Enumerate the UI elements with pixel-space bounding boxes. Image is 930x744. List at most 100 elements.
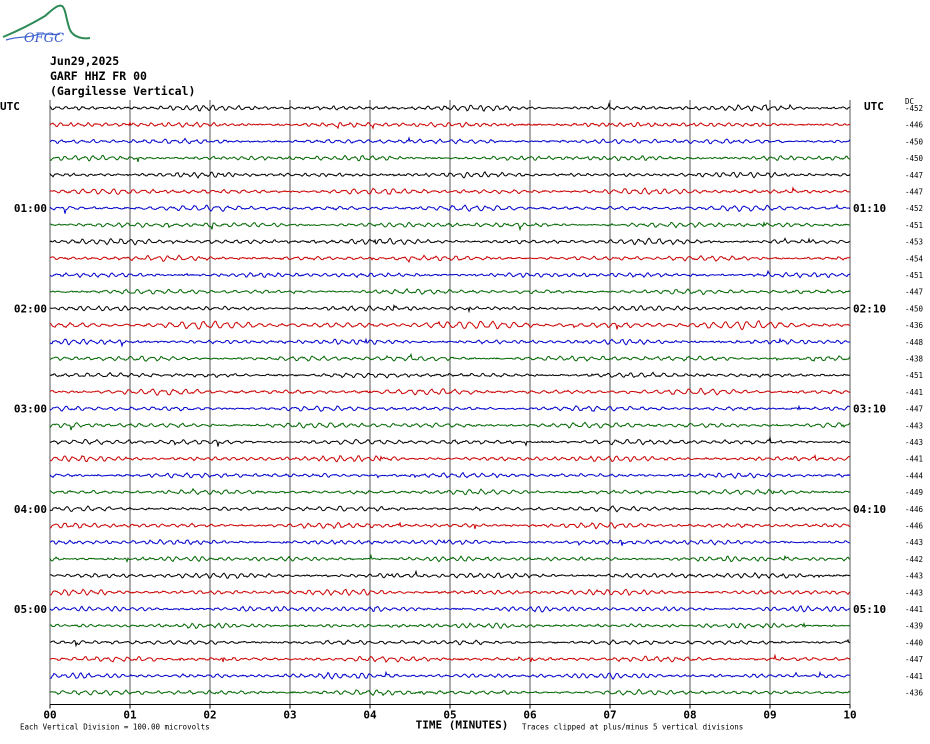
x-tick-label: 01: [123, 709, 137, 722]
dc-offset-label: -447: [905, 405, 923, 414]
seismic-trace: [49, 553, 851, 564]
clipping-note: Traces clipped at plus/minus 5 vertical …: [522, 723, 743, 732]
seismic-trace: [49, 303, 851, 314]
dc-offset-label: -450: [905, 304, 924, 313]
seismic-trace: [49, 254, 851, 264]
dc-offset-label: -444: [905, 471, 924, 480]
x-tick-label: 08: [683, 709, 696, 722]
seismic-trace: [49, 538, 851, 546]
dc-offset-label: -450: [905, 154, 924, 163]
dc-offset-label: -441: [905, 455, 923, 464]
seismic-trace: [49, 588, 851, 597]
dc-offset-label: -443: [905, 421, 923, 430]
seismic-trace: [49, 688, 851, 697]
seismic-trace: [49, 670, 851, 681]
dc-offset-label: -451: [905, 221, 923, 230]
left-time-label: 05:00: [14, 603, 47, 616]
location-label: (Gargilesse Vertical): [50, 84, 196, 98]
dc-offset-label: -449: [905, 488, 923, 497]
dc-offset-label: -451: [905, 271, 923, 280]
right-time-label: 01:10: [853, 202, 886, 215]
dc-offset-label: -448: [905, 338, 924, 347]
dc-offset-label: -441: [905, 605, 923, 614]
dc-offset-label: -447: [905, 171, 923, 180]
right-utc-label: UTC: [864, 100, 884, 113]
dc-header-label: DC: [905, 97, 914, 106]
dc-offset-label: -452: [905, 104, 923, 113]
dc-offset-label: -447: [905, 188, 923, 197]
logo-mountain-icon: [2, 4, 91, 40]
dc-offset-label: -453: [905, 238, 923, 247]
dc-offset-label: -440: [905, 638, 924, 647]
dc-offset-label: -436: [905, 689, 924, 698]
dc-offset-label: -442: [905, 555, 923, 564]
seismic-trace: [49, 121, 851, 130]
logo: OFGC: [2, 4, 91, 46]
left-time-label: 01:00: [14, 202, 47, 215]
x-tick-label: 06: [523, 709, 537, 722]
trace-group: [49, 101, 851, 697]
axis-labels: 00 01 02 03 04 05 06 07 08 09 10 -452 -446 -450 -450 -4…: [0, 97, 924, 732]
x-tick-label: 10: [843, 709, 856, 722]
x-tick-label: 00: [43, 709, 56, 722]
x-axis-title: TIME (MINUTES): [416, 719, 509, 732]
seismic-trace: [49, 203, 851, 214]
right-time-label: 02:10: [853, 302, 886, 315]
seismic-trace: [49, 337, 851, 348]
seismic-trace: [49, 287, 851, 296]
dc-offset-label: -438: [905, 355, 924, 364]
x-tick-label: 02: [203, 709, 216, 722]
seismic-trace: [49, 605, 851, 613]
seismic-trace: [49, 454, 851, 463]
right-time-label: 04:10: [853, 503, 886, 516]
left-utc-label: UTC: [0, 100, 20, 113]
dc-offset-label: -452: [905, 204, 923, 213]
seismic-trace: [49, 653, 851, 664]
logo-text: OFGC: [24, 31, 64, 46]
seismic-trace: [49, 387, 851, 396]
dc-offset-label: -443: [905, 538, 923, 547]
seismic-trace: [49, 136, 851, 145]
seismic-trace: [49, 186, 851, 195]
seismic-trace: [49, 471, 851, 480]
dc-offset-label: -443: [905, 438, 923, 447]
x-tick-label: 09: [763, 709, 776, 722]
left-time-label: 04:00: [14, 503, 47, 516]
logo-wave-icon: [5, 33, 61, 41]
x-tick-label: 03: [283, 709, 296, 722]
seismic-trace: [49, 371, 851, 379]
seismic-trace: [49, 154, 851, 163]
left-time-label: 03:00: [14, 403, 47, 416]
dc-offset-label: -439: [905, 622, 923, 631]
right-time-label: 03:10: [853, 403, 886, 416]
vertical-division-note: Each Vertical Division = 100.00 microvol…: [20, 723, 210, 732]
seismic-trace: [49, 101, 851, 112]
time-grid: [49, 100, 851, 709]
x-tick-label: 04: [363, 709, 377, 722]
right-time-label: 05:10: [853, 603, 886, 616]
dc-offset-label: -443: [905, 572, 923, 581]
seismic-trace: [49, 237, 851, 246]
seismic-trace: [49, 505, 851, 513]
x-tick-label: 05: [443, 709, 456, 722]
dc-offset-label: -454: [905, 254, 924, 263]
seismic-trace: [49, 221, 851, 232]
seismic-trace: [49, 352, 851, 362]
seismic-trace: [49, 435, 851, 447]
dc-offset-label: -450: [905, 137, 924, 146]
dc-offset-label: -436: [905, 321, 924, 330]
seismic-trace: [49, 638, 851, 648]
seismic-trace: [49, 404, 851, 412]
dc-offset-label: -451: [905, 371, 923, 380]
station-label: GARF HHZ FR 00: [50, 69, 147, 83]
dc-offset-label: -446: [905, 505, 924, 514]
x-tick-label: 07: [603, 709, 616, 722]
dc-offset-label: -447: [905, 655, 923, 664]
seismic-trace: [49, 521, 851, 530]
left-time-label: 02:00: [14, 302, 47, 315]
dc-offset-label: -447: [905, 288, 923, 297]
seismic-trace: [49, 171, 851, 179]
seismic-trace: [49, 622, 851, 630]
dc-offset-label: -441: [905, 672, 923, 681]
